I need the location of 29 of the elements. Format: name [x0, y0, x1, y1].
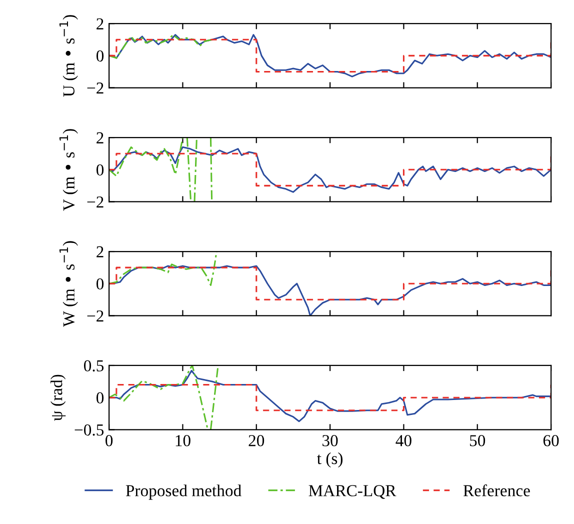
- y-axis-title: U (m • s$^{−1}$): [59, 15, 78, 97]
- y-axis-title: V (m • s$^{−1}$): [59, 129, 78, 211]
- y-axis-title: W (m • s$^{−1}$): [59, 241, 78, 327]
- line-series: [109, 34, 213, 59]
- y-tick-label: −0.5: [74, 424, 104, 436]
- x-tick-label: 0: [106, 435, 113, 446]
- y-tick-label: 2: [96, 18, 104, 30]
- x-tick-label: 20: [248, 435, 264, 446]
- y-tick-label: 0: [96, 164, 104, 176]
- y-tick-label: 0: [96, 50, 104, 62]
- y-tick-label: 0: [96, 278, 104, 290]
- x-tick-label: 10: [176, 435, 190, 446]
- y-tick-label: 2: [96, 246, 104, 258]
- legend-label: Proposed method: [126, 484, 242, 500]
- x-axis-title: t (s): [317, 452, 343, 468]
- legend-label: MARC-LQR: [308, 485, 396, 499]
- x-tick-label: 40: [396, 435, 412, 446]
- y-tick-label: −2: [87, 196, 104, 208]
- x-tick-label: 30: [322, 435, 338, 446]
- y-tick-label: 0: [96, 392, 104, 404]
- y-tick-label: −2: [87, 310, 104, 322]
- y-tick-label: −2: [87, 82, 104, 94]
- x-tick-label: 50: [470, 435, 486, 446]
- y-tick-label: 2: [96, 132, 104, 144]
- legend-label: Reference: [463, 484, 530, 496]
- line-series: [109, 146, 552, 193]
- y-axis-title: ψ (rad): [50, 374, 66, 421]
- x-tick-label: 60: [543, 435, 559, 446]
- y-tick-label: 0.5: [84, 360, 104, 372]
